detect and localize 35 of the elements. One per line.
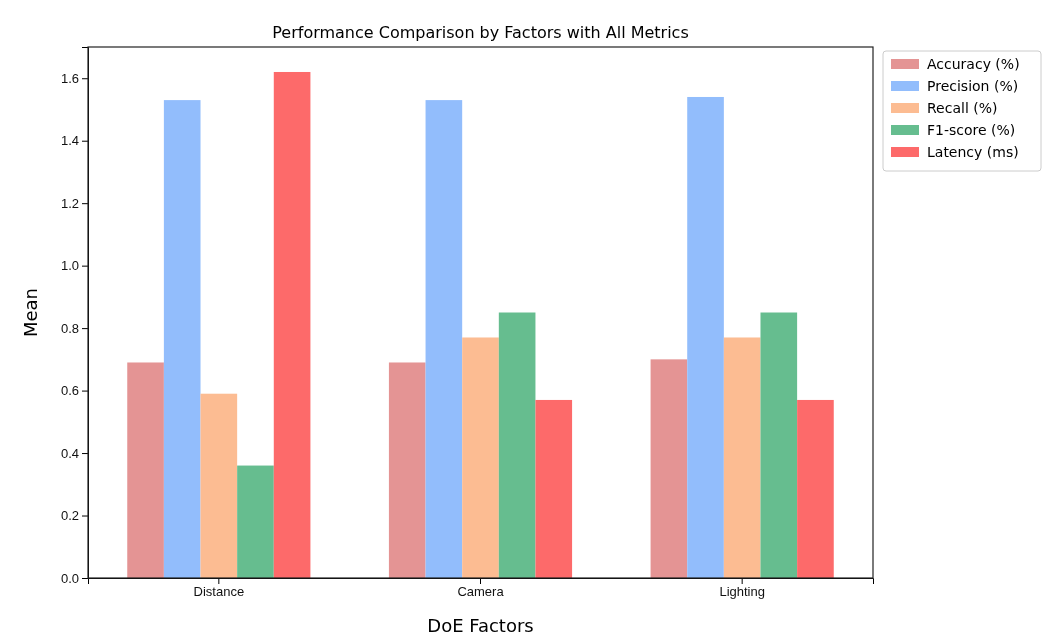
- y-tick-label: 0.4: [60, 445, 79, 461]
- bar: [425, 100, 463, 578]
- x-tick-label: Lighting: [719, 584, 765, 600]
- bar: [273, 71, 311, 578]
- legend-label: F1-score (%): [927, 122, 1016, 138]
- y-tick-label: 1.4: [60, 133, 79, 149]
- legend-label: Latency (ms): [927, 144, 1019, 160]
- bar: [237, 465, 274, 578]
- y-tick-label: 0.6: [60, 383, 79, 399]
- bar: [462, 337, 499, 578]
- legend-label: Precision (%): [927, 78, 1019, 94]
- y-tick-label: 1.0: [60, 258, 79, 274]
- y-tick-label: 0.0: [60, 570, 79, 586]
- y-tick-label: 1.6: [60, 70, 79, 86]
- bar: [163, 100, 201, 578]
- bar: [127, 362, 164, 578]
- bar: [650, 359, 688, 578]
- x-tick-label: Camera: [457, 584, 505, 600]
- legend-label: Recall (%): [927, 100, 998, 116]
- x-tick-label: Distance: [193, 584, 245, 600]
- legend-label: Accuracy (%): [927, 56, 1020, 72]
- chart-title: Performance Comparison by Factors with All Metrics: [272, 23, 689, 42]
- bar: [535, 399, 573, 578]
- bar: [388, 362, 426, 578]
- y-tick-label: 1.2: [60, 195, 79, 211]
- y-tick-label: 0.2: [60, 508, 79, 524]
- y-axis-title: Mean: [20, 287, 41, 338]
- bar: [687, 96, 724, 578]
- bar: [723, 337, 761, 578]
- bar: [760, 312, 798, 578]
- x-axis-title: DoE Factors: [427, 615, 534, 636]
- bar: [498, 312, 536, 578]
- bar: [797, 399, 834, 578]
- bar: [200, 393, 238, 578]
- y-tick-label: 0.8: [60, 320, 79, 336]
